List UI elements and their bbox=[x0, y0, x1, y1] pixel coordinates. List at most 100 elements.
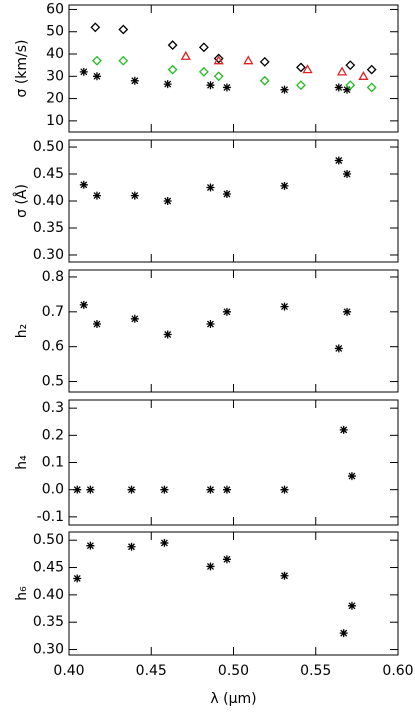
y-tick-label: 60 bbox=[46, 1, 64, 17]
data-point bbox=[79, 180, 88, 189]
data-point bbox=[90, 22, 101, 33]
y-tick-label: 0.40 bbox=[33, 193, 64, 209]
data-point bbox=[92, 191, 101, 200]
data-point bbox=[79, 67, 88, 76]
data-point bbox=[163, 80, 172, 89]
y-tick-label: 0.7 bbox=[42, 304, 64, 320]
y-tick-label: 0.5 bbox=[42, 374, 64, 390]
data-point bbox=[222, 189, 231, 198]
data-point bbox=[213, 71, 224, 82]
y-tick-label: 10 bbox=[46, 113, 64, 129]
data-point bbox=[336, 66, 348, 76]
x-tick-label: 0.40 bbox=[53, 663, 84, 679]
data-point bbox=[127, 542, 136, 551]
y-axis-label: h₂ bbox=[14, 324, 30, 339]
data-point bbox=[130, 76, 139, 85]
data-point bbox=[92, 72, 101, 81]
y-axis-label: h₄ bbox=[14, 455, 30, 470]
y-tick-label: 0.40 bbox=[33, 587, 64, 603]
y-tick-label: 0.6 bbox=[42, 339, 64, 355]
data-point bbox=[163, 197, 172, 205]
y-tick-label: 0.45 bbox=[33, 166, 64, 182]
y-axis-label: h₆ bbox=[14, 586, 30, 601]
data-point bbox=[222, 485, 231, 494]
data-point bbox=[86, 485, 95, 494]
data-point bbox=[366, 82, 377, 93]
data-point bbox=[118, 55, 129, 66]
y-tick-label: 0.50 bbox=[33, 532, 64, 548]
data-point bbox=[163, 330, 172, 339]
y-tick-label: 20 bbox=[46, 91, 64, 107]
data-point bbox=[280, 571, 289, 580]
data-point bbox=[334, 344, 343, 353]
data-point bbox=[339, 629, 348, 638]
plot-frame bbox=[68, 399, 399, 526]
data-point bbox=[280, 485, 289, 494]
plot-frame bbox=[68, 4, 399, 133]
data-point bbox=[366, 64, 377, 75]
data-point bbox=[345, 80, 356, 91]
data-point bbox=[280, 302, 289, 311]
data-point bbox=[343, 170, 352, 179]
y-tick-label: 0.2 bbox=[42, 427, 64, 443]
plot-frame bbox=[68, 531, 399, 656]
data-point bbox=[180, 50, 191, 60]
data-point bbox=[160, 538, 169, 547]
y-tick-label: -0.1 bbox=[37, 509, 64, 525]
y-tick-label: 0.3 bbox=[42, 400, 64, 416]
data-point bbox=[222, 555, 231, 564]
data-point bbox=[296, 80, 306, 91]
data-point bbox=[213, 55, 224, 65]
data-point bbox=[347, 472, 356, 481]
y-tick-label: 0.1 bbox=[42, 455, 64, 471]
data-point bbox=[343, 307, 352, 316]
data-point bbox=[243, 55, 254, 65]
plot-frame bbox=[68, 269, 399, 393]
y-tick-label: 0.50 bbox=[33, 139, 64, 155]
data-point bbox=[345, 60, 356, 71]
data-point bbox=[358, 70, 369, 80]
data-point bbox=[206, 485, 215, 494]
data-point bbox=[206, 81, 215, 90]
data-point bbox=[167, 64, 178, 75]
data-point bbox=[130, 191, 139, 200]
data-point bbox=[334, 83, 343, 92]
y-tick-label: 40 bbox=[46, 46, 64, 62]
data-point bbox=[127, 485, 136, 494]
y-tick-label: 30 bbox=[46, 68, 64, 84]
data-point bbox=[130, 314, 139, 323]
data-point bbox=[198, 42, 209, 53]
data-point bbox=[339, 425, 348, 434]
data-point bbox=[222, 83, 231, 92]
data-point bbox=[206, 562, 215, 571]
x-tick-label: 0.50 bbox=[218, 663, 249, 679]
data-point bbox=[206, 183, 215, 192]
y-tick-label: 0.30 bbox=[33, 642, 64, 658]
data-point bbox=[222, 307, 231, 316]
data-point bbox=[118, 24, 129, 35]
data-point bbox=[160, 485, 169, 494]
y-axis-label: σ (Å) bbox=[13, 184, 30, 218]
data-point bbox=[280, 85, 289, 94]
data-point bbox=[280, 181, 289, 190]
x-tick-label: 0.55 bbox=[300, 663, 331, 679]
y-tick-label: 0.0 bbox=[42, 482, 64, 498]
data-point bbox=[206, 320, 215, 329]
x-tick-label: 0.45 bbox=[136, 663, 167, 679]
x-axis-label: λ (μm) bbox=[210, 691, 256, 707]
data-point bbox=[198, 66, 209, 77]
data-point bbox=[259, 75, 270, 86]
data-point bbox=[213, 53, 224, 64]
plot-frame bbox=[68, 139, 399, 263]
data-point bbox=[259, 56, 270, 67]
y-tick-label: 0.45 bbox=[33, 560, 64, 576]
y-tick-label: 0.35 bbox=[33, 220, 64, 236]
data-point bbox=[86, 541, 95, 550]
data-point bbox=[73, 485, 82, 494]
data-point bbox=[334, 156, 343, 165]
data-point bbox=[343, 85, 352, 94]
y-tick-label: 0.30 bbox=[33, 247, 64, 263]
y-tick-label: 50 bbox=[46, 24, 64, 40]
data-point bbox=[92, 320, 101, 329]
